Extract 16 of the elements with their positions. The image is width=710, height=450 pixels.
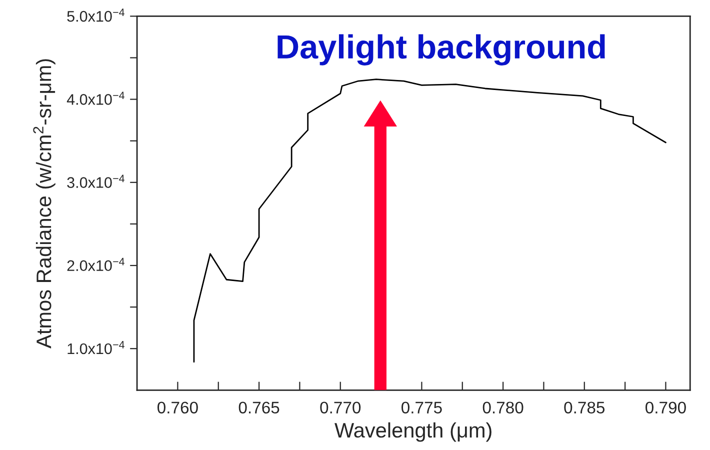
y-tick-label: 1.0x10$^{−4}$ [68, 340, 124, 354]
x-tick-label: 0.790 [646, 402, 686, 414]
x-tick-label: 0.785 [564, 402, 605, 414]
x-tick-label: 0.760 [158, 402, 198, 414]
y-tick-label: 5.0x10$^{−4}$ [67, 8, 124, 22]
x-tick-label: 0.775 [402, 402, 442, 414]
y-tick-label: 2.0x10$^{−4}$ [67, 258, 124, 272]
x-tick-label: 0.765 [238, 402, 280, 414]
y-axis-title: Atmos Radiance (w/cm$^{2}$-sr-μm) [33, 59, 56, 348]
annotation: Daylight background [278, 34, 605, 66]
y-tick-label: 4.0x10$^{−4}$ [66, 92, 124, 105]
x-tick-label: 0.780 [482, 402, 524, 414]
y-tick-label: 3.0x10$^{−4}$ [67, 174, 124, 188]
x-axis-title: Wavelength (μm) [334, 422, 492, 442]
x-tick-label: 0.770 [320, 402, 361, 414]
line-series [193, 78, 666, 363]
